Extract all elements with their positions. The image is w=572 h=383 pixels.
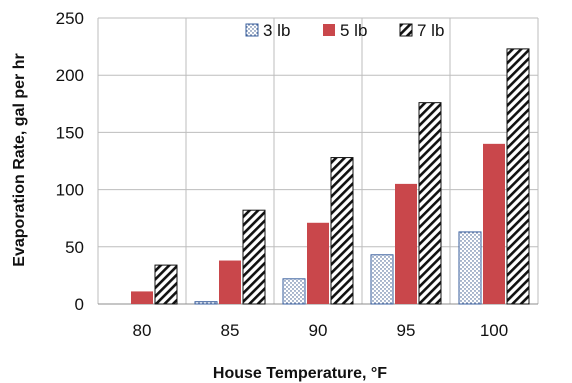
bar-3lb-95 [370,254,394,305]
x-tick-label: 95 [397,321,416,340]
y-tick-label: 200 [56,66,84,85]
legend-label: 3 lb [263,21,290,40]
x-axis-ticks: 80 85 90 95 100 [133,321,509,340]
y-tick-label: 150 [56,123,84,142]
bar-5lb-100 [483,143,505,304]
bar-5lb-85 [219,260,241,304]
bar-7lb-85 [242,209,266,305]
x-tick-label: 100 [480,321,508,340]
bar-3lb-85 [194,301,218,305]
legend-label: 5 lb [340,21,367,40]
bar-5lb-80 [131,291,153,304]
y-tick-label: 0 [75,295,84,314]
y-tick-label: 100 [56,181,84,200]
x-tick-label: 85 [221,321,240,340]
bar-7lb-90 [330,157,354,305]
legend-swatch [245,23,259,37]
legend: 3 lb 5 lb 7 lb [245,21,444,40]
bar-7lb-95 [418,102,442,305]
x-tick-label: 80 [133,321,152,340]
bar-7lb-80 [154,264,178,305]
legend-item: 3 lb [245,21,290,40]
bar-7lb-100 [506,48,530,305]
legend-swatch [399,23,413,37]
bars [131,48,530,305]
legend-item: 7 lb [399,21,444,40]
y-tick-label: 50 [65,238,84,257]
bar-5lb-90 [307,222,329,304]
y-tick-label: 250 [56,9,84,28]
legend-label: 7 lb [417,21,444,40]
legend-swatch [323,24,335,36]
y-axis-ticks: 0 50 100 150 200 250 [56,9,84,314]
x-axis-title: House Temperature, °F [213,365,387,382]
bar-3lb-90 [282,278,306,305]
legend-item: 5 lb [323,21,367,40]
bar-5lb-95 [395,183,417,304]
x-tick-label: 90 [309,321,328,340]
bar-3lb-100 [458,231,482,305]
y-axis-title: Evaporation Rate, gal per hr [11,53,28,266]
